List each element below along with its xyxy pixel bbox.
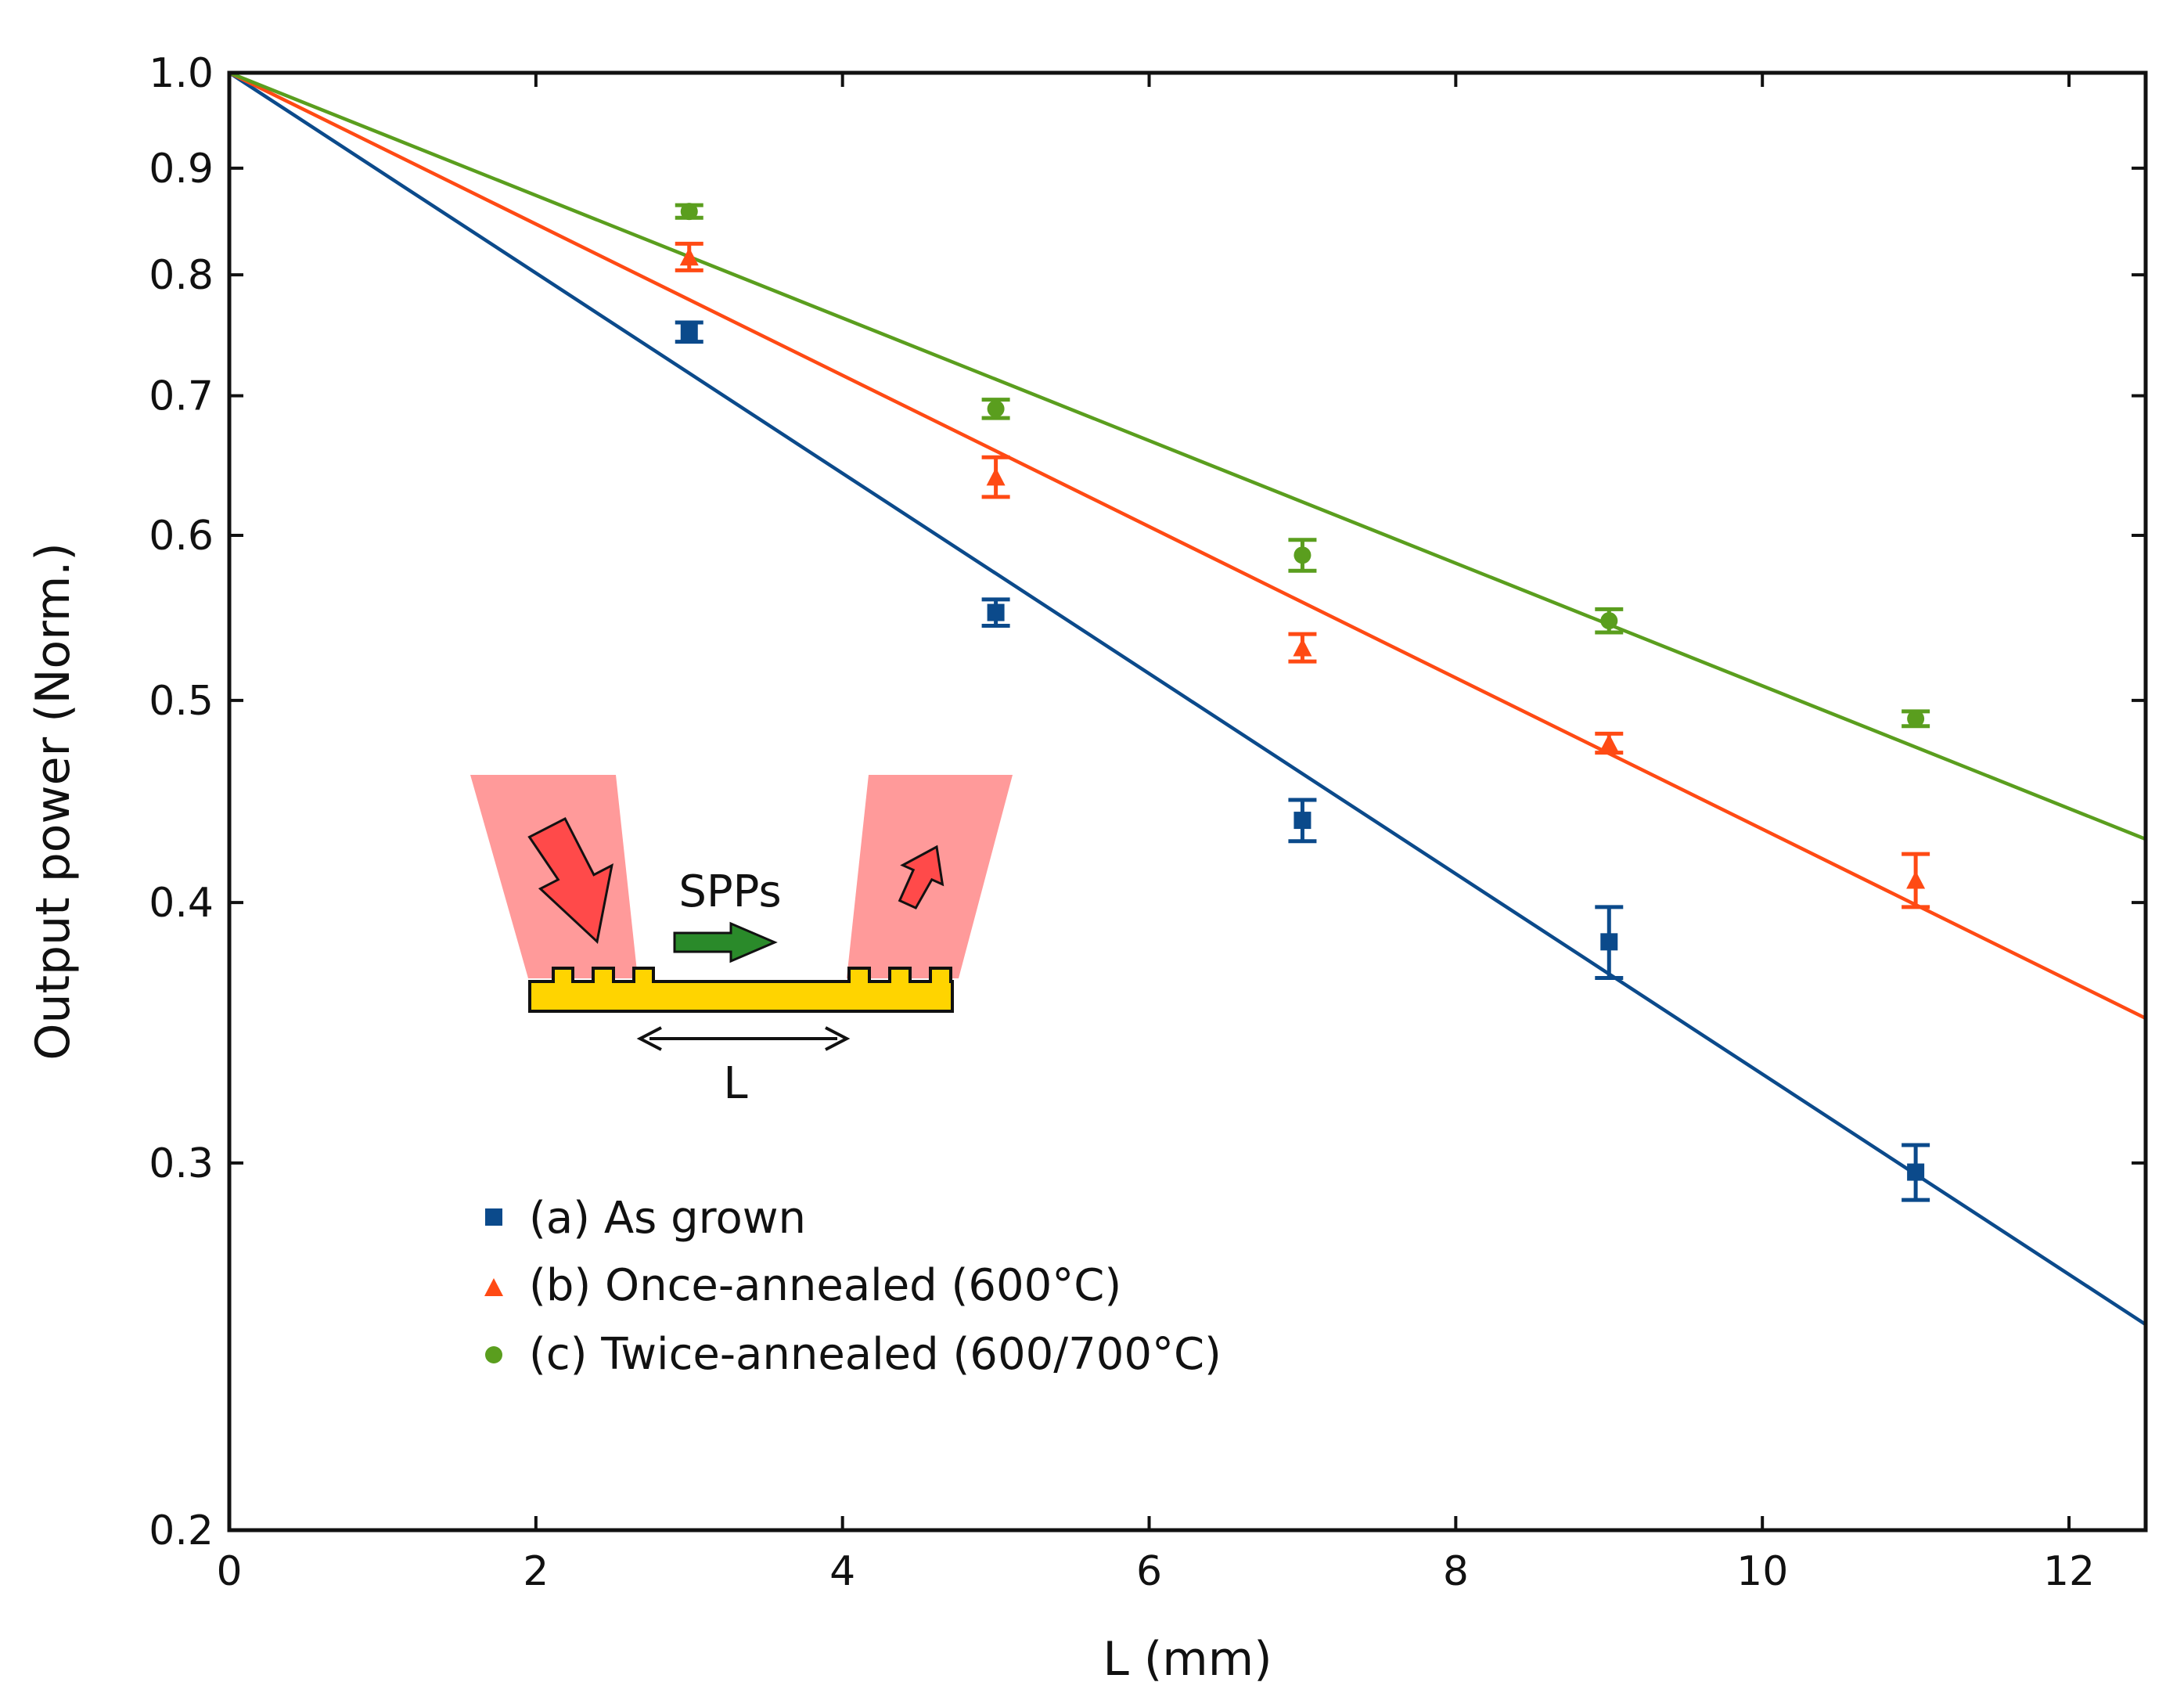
fit-line: [228, 70, 2146, 1020]
x-tick-label: 10: [1736, 1548, 1788, 1595]
data-point-group: [675, 320, 703, 344]
legend-label-once-annealed: (b) Once-annealed (600°C): [529, 1260, 1121, 1311]
data-point-group: [981, 597, 1010, 628]
x-axis-label: L (mm): [1103, 1632, 1272, 1687]
data-point-group: [981, 398, 1010, 420]
data-point: [1293, 638, 1312, 657]
length-arrow-right-head: [825, 1026, 851, 1051]
legend-marker-circle: [485, 1346, 502, 1363]
data-point: [987, 400, 1005, 418]
spps-label: SPPs: [678, 866, 781, 917]
data-point: [1600, 933, 1618, 951]
data-point: [986, 467, 1006, 486]
output-arrow-icon: [898, 845, 944, 909]
data-point-group: [1595, 731, 1624, 755]
legend-marker-triangle: [484, 1278, 503, 1296]
legend: (a) As grown (b) Once-annealed (600°C) (…: [484, 1193, 1222, 1380]
y-tick-label: 0.2: [149, 1507, 214, 1554]
legend-marker-square: [485, 1208, 502, 1226]
data-point-group: [1902, 852, 1930, 909]
grating-substrate: [528, 967, 954, 1013]
data-point: [1600, 612, 1618, 630]
x-tick-label: 4: [829, 1548, 855, 1595]
x-axis-ticks: 0 2 4 6 8 10 12: [216, 73, 2095, 1595]
x-tick-label: 2: [523, 1548, 549, 1595]
x-tick-label: 0: [216, 1548, 242, 1595]
data-point-group: [1902, 1143, 1930, 1202]
data-point-group: [1902, 709, 1930, 729]
data-point: [1293, 546, 1311, 564]
data-point: [987, 603, 1005, 621]
fit-lines: [228, 70, 2147, 1327]
y-tick-label: 0.9: [149, 146, 214, 193]
inset-schematic: SPPs L: [470, 775, 1013, 1109]
data-point-group: [1595, 607, 1624, 635]
y-axis-ticks: 0.2 0.3 0.4 0.5 0.6 0.7 0.8 0.9 1.0: [149, 50, 2146, 1554]
data-point: [1907, 710, 1925, 728]
x-tick-label: 12: [2043, 1548, 2095, 1595]
data-point: [680, 203, 698, 221]
data-point-group: [675, 241, 703, 272]
data-point: [680, 323, 698, 341]
input-arrow-icon: [527, 816, 613, 944]
data-point: [1599, 733, 1619, 752]
y-tick-label: 0.4: [149, 880, 214, 927]
data-point-group: [675, 203, 703, 221]
data-point-group: [1288, 538, 1317, 573]
data-point: [1907, 1163, 1925, 1181]
data-point: [679, 247, 699, 266]
length-arrow-left-head: [636, 1026, 662, 1051]
y-tick-label: 0.7: [149, 373, 214, 420]
length-label: L: [723, 1058, 747, 1109]
spp-arrow-icon: [673, 921, 778, 963]
data-point: [1293, 812, 1311, 830]
data-point-group: [981, 455, 1010, 499]
plot-frame: [227, 70, 2148, 1533]
data-point-group: [1595, 905, 1624, 981]
data-points: [675, 203, 1930, 1202]
x-tick-label: 6: [1136, 1548, 1162, 1595]
data-point: [1906, 870, 1926, 889]
legend-label-as-grown: (a) As grown: [529, 1193, 806, 1244]
fit-line: [228, 70, 2146, 841]
legend-label-twice-annealed: (c) Twice-annealed (600/700°C): [529, 1329, 1222, 1380]
y-tick-label: 0.5: [149, 678, 214, 725]
data-point-group: [1288, 798, 1317, 844]
data-point-group: [1288, 632, 1317, 664]
y-tick-label: 0.6: [149, 513, 214, 560]
y-tick-label: 0.3: [149, 1140, 214, 1187]
fit-line: [228, 71, 2147, 1327]
y-axis-label: Output power (Norm.): [26, 542, 81, 1061]
x-tick-label: 8: [1443, 1548, 1469, 1595]
y-tick-label: 0.8: [149, 252, 214, 299]
y-tick-label: 1.0: [149, 50, 214, 97]
input-beam: [470, 775, 638, 978]
